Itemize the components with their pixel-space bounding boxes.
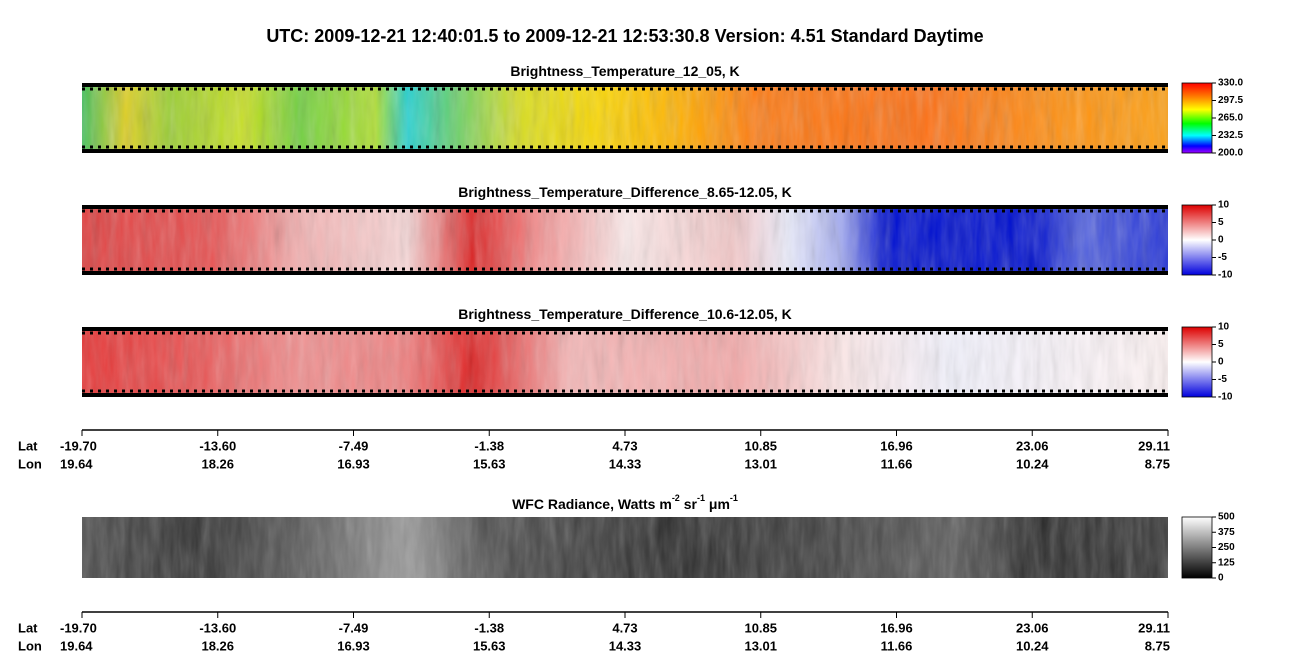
lat-tick-label: -7.49 <box>339 620 369 635</box>
colorbar-label: 375 <box>1218 527 1235 538</box>
superscript: -1 <box>697 493 705 503</box>
lat-tick-label: 23.06 <box>1016 620 1049 635</box>
colorbar-label: 10 <box>1218 200 1230 211</box>
panel-title: Brightness_Temperature_Difference_10.6-1… <box>458 306 792 322</box>
lat-tick-label: -13.60 <box>199 620 236 635</box>
colorbar-label: -5 <box>1218 252 1227 263</box>
lon-tick-label: 18.26 <box>201 456 234 471</box>
title-part: WFC Radiance, Watts m <box>512 496 672 512</box>
colorbar <box>1181 326 1213 398</box>
colorbar-label: -10 <box>1218 392 1233 403</box>
lat-axis-label: Lat <box>18 620 38 635</box>
colorbar-label: 5 <box>1218 339 1224 350</box>
colorbar <box>1181 516 1213 579</box>
lon-tick-label: 15.63 <box>473 456 506 471</box>
lon-axis-label: Lon <box>18 456 42 471</box>
lon-tick-label: 8.75 <box>1145 456 1170 471</box>
lat-tick-label: -1.38 <box>474 620 504 635</box>
colorbar-label: -10 <box>1218 270 1233 281</box>
superscript: -1 <box>730 493 738 503</box>
lon-tick-label: 10.24 <box>1016 638 1049 653</box>
lat-tick-label: 4.73 <box>612 438 637 453</box>
colorbar <box>1181 204 1213 276</box>
lon-tick-label: 14.33 <box>609 456 642 471</box>
colorbar-label: 265.0 <box>1218 113 1243 124</box>
colorbar-label: 232.5 <box>1218 130 1243 141</box>
lon-tick-label: 11.66 <box>881 456 913 471</box>
title-part: Brightness_Temperature_Difference_8.65-1… <box>458 184 792 200</box>
lat-axis-label: Lat <box>18 438 38 453</box>
lon-tick-label: 18.26 <box>201 638 234 653</box>
panel-title: Brightness_Temperature_12_05, K <box>510 63 739 79</box>
title-part: Brightness_Temperature_Difference_10.6-1… <box>458 306 792 322</box>
colorbar-label: 0 <box>1218 235 1224 246</box>
lon-tick-label: 19.64 <box>60 456 93 471</box>
image-texture <box>82 517 1168 578</box>
colorbar-label: 0 <box>1218 357 1224 368</box>
colorbar-label: 500 <box>1218 512 1235 523</box>
image-texture <box>82 83 1168 153</box>
colorbar <box>1181 82 1213 154</box>
colorbar-label: 125 <box>1218 557 1235 568</box>
panel-title: Brightness_Temperature_Difference_8.65-1… <box>458 184 792 200</box>
lat-tick-label: -19.70 <box>60 438 97 453</box>
lon-tick-label: 13.01 <box>744 456 777 471</box>
lon-tick-label: 13.01 <box>744 638 777 653</box>
lat-tick-label: 29.11 <box>1138 438 1170 453</box>
lat-tick-label: 16.96 <box>880 438 913 453</box>
image-texture <box>82 205 1168 275</box>
colorbar-label: -5 <box>1218 374 1227 385</box>
colorbar-label: 330.0 <box>1218 78 1243 89</box>
lat-tick-label: -19.70 <box>60 620 97 635</box>
lon-tick-label: 11.66 <box>881 638 913 653</box>
superscript: -2 <box>672 493 680 503</box>
colorbar-label: 5 <box>1218 217 1224 228</box>
lon-tick-label: 8.75 <box>1145 638 1170 653</box>
lat-tick-label: -1.38 <box>474 438 504 453</box>
lon-tick-label: 10.24 <box>1016 456 1049 471</box>
colorbar-label: 10 <box>1218 322 1230 333</box>
lat-tick-label: -7.49 <box>339 438 369 453</box>
lon-tick-label: 19.64 <box>60 638 93 653</box>
lon-tick-label: 15.63 <box>473 638 506 653</box>
title-part: Brightness_Temperature_12_05, K <box>510 63 739 79</box>
lat-tick-label: 16.96 <box>880 620 913 635</box>
colorbar-label: 0 <box>1218 573 1224 584</box>
title-part: μ <box>705 496 717 512</box>
lat-tick-label: 4.73 <box>612 620 637 635</box>
lon-tick-label: 16.93 <box>337 638 370 653</box>
colorbar-label: 200.0 <box>1218 148 1243 159</box>
panel-title: WFC Radiance, Watts m-2 sr-1 μm-1 <box>512 493 738 511</box>
lon-axis-label: Lon <box>18 638 42 653</box>
colorbar-label: 250 <box>1218 542 1235 553</box>
colorbar-label: 297.5 <box>1218 95 1243 106</box>
lat-tick-label: 10.85 <box>744 620 777 635</box>
title-part: sr <box>680 496 698 512</box>
title-part: m <box>717 496 729 512</box>
lat-tick-label: 10.85 <box>744 438 777 453</box>
lat-tick-label: 23.06 <box>1016 438 1049 453</box>
lat-tick-label: 29.11 <box>1138 620 1170 635</box>
page-title: UTC: 2009-12-21 12:40:01.5 to 2009-12-21… <box>266 26 983 46</box>
lon-tick-label: 14.33 <box>609 638 642 653</box>
lat-tick-label: -13.60 <box>199 438 236 453</box>
image-texture <box>82 327 1168 397</box>
lon-tick-label: 16.93 <box>337 456 370 471</box>
